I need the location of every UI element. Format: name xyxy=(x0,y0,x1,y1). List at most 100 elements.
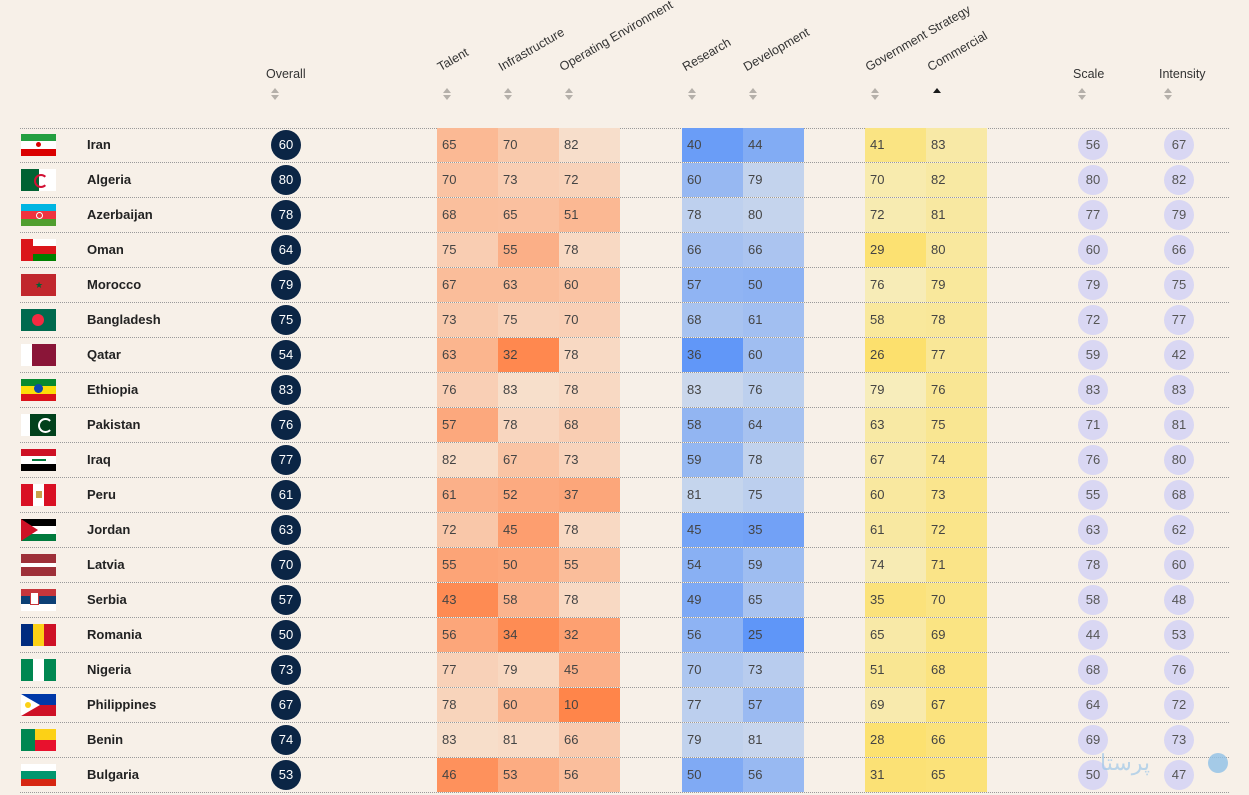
operating-score-cell: 55 xyxy=(559,548,620,582)
intensity-score-badge: 48 xyxy=(1164,585,1194,615)
table-row[interactable]: Iran 60 65 70 82 40 44 41 83 56 67 xyxy=(20,128,1229,163)
header-overall[interactable]: Overall xyxy=(266,67,306,81)
table-row[interactable]: ★ Morocco 79 67 63 60 57 50 76 79 79 75 xyxy=(20,268,1229,303)
country-name: Serbia xyxy=(87,592,127,607)
country-name: Bangladesh xyxy=(87,312,161,327)
talent-score-cell: 63 xyxy=(437,338,498,372)
sort-commercial-icon[interactable] xyxy=(933,88,943,100)
philippines-flag-icon xyxy=(21,694,56,716)
talent-score-cell: 57 xyxy=(437,408,498,442)
scale-score-badge: 77 xyxy=(1078,200,1108,230)
overall-score-badge: 54 xyxy=(271,340,301,370)
overall-score-badge: 67 xyxy=(271,690,301,720)
country-name: Bulgaria xyxy=(87,767,140,782)
talent-score-cell: 70 xyxy=(437,163,498,197)
scale-score-badge: 59 xyxy=(1078,340,1108,370)
overall-score-badge: 63 xyxy=(271,515,301,545)
header-research[interactable]: Research xyxy=(680,35,734,74)
table-row[interactable]: Iraq 77 82 67 73 59 78 67 74 76 80 xyxy=(20,443,1229,478)
table-row[interactable]: Ethiopia 83 76 83 78 83 76 79 76 83 83 xyxy=(20,373,1229,408)
gov-score-cell: 63 xyxy=(865,408,926,442)
gov-score-cell: 74 xyxy=(865,548,926,582)
table-row[interactable]: Oman 64 75 55 78 66 66 29 80 60 66 xyxy=(20,233,1229,268)
development-score-cell: 78 xyxy=(743,443,804,477)
oman-flag-icon xyxy=(21,239,56,261)
table-row[interactable]: Nigeria 73 77 79 45 70 73 51 68 68 76 xyxy=(20,653,1229,688)
header-government-strategy[interactable]: Government Strategy xyxy=(863,2,973,75)
sort-scale-icon[interactable] xyxy=(1078,88,1088,100)
country-name: Peru xyxy=(87,487,116,502)
sort-talent-icon[interactable] xyxy=(443,88,453,100)
intensity-score-badge: 67 xyxy=(1164,130,1194,160)
table-row[interactable]: Serbia 57 43 58 78 49 65 35 70 58 48 xyxy=(20,583,1229,618)
table-row[interactable]: Algeria 80 70 73 72 60 79 70 82 80 82 xyxy=(20,163,1229,198)
country-name: Benin xyxy=(87,732,124,747)
sort-infrastructure-icon[interactable] xyxy=(504,88,514,100)
commercial-score-cell: 78 xyxy=(926,303,987,337)
scale-score-badge: 68 xyxy=(1078,655,1108,685)
iran-flag-icon xyxy=(21,134,56,156)
development-score-cell: 44 xyxy=(743,128,804,162)
commercial-score-cell: 75 xyxy=(926,408,987,442)
sort-intensity-icon[interactable] xyxy=(1164,88,1174,100)
sort-research-icon[interactable] xyxy=(688,88,698,100)
gov-score-cell: 67 xyxy=(865,443,926,477)
gov-score-cell: 60 xyxy=(865,478,926,512)
sort-government-icon[interactable] xyxy=(871,88,881,100)
country-name: Ethiopia xyxy=(87,382,139,397)
ethiopia-flag-icon xyxy=(21,379,56,401)
commercial-score-cell: 70 xyxy=(926,583,987,617)
watermark-logo-icon xyxy=(1208,753,1228,773)
gov-score-cell: 76 xyxy=(865,268,926,302)
gov-score-cell: 35 xyxy=(865,583,926,617)
operating-score-cell: 37 xyxy=(559,478,620,512)
algeria-flag-icon xyxy=(21,169,56,191)
table-row[interactable]: Qatar 54 63 32 78 36 60 26 77 59 42 xyxy=(20,338,1229,373)
gov-score-cell: 29 xyxy=(865,233,926,267)
development-score-cell: 81 xyxy=(743,723,804,757)
research-score-cell: 81 xyxy=(682,478,743,512)
research-score-cell: 79 xyxy=(682,723,743,757)
intensity-score-badge: 73 xyxy=(1164,725,1194,755)
header-operating-environment[interactable]: Operating Environment xyxy=(557,0,676,75)
talent-score-cell: 72 xyxy=(437,513,498,547)
intensity-score-badge: 42 xyxy=(1164,340,1194,370)
sort-operating-icon[interactable] xyxy=(565,88,575,100)
scale-score-badge: 63 xyxy=(1078,515,1108,545)
table-row[interactable]: Bulgaria 53 46 53 56 50 56 31 65 50 47 xyxy=(20,758,1229,793)
research-score-cell: 36 xyxy=(682,338,743,372)
table-row[interactable]: Azerbaijan 78 68 65 51 78 80 72 81 77 79 xyxy=(20,198,1229,233)
development-score-cell: 59 xyxy=(743,548,804,582)
scale-score-badge: 58 xyxy=(1078,585,1108,615)
research-score-cell: 68 xyxy=(682,303,743,337)
development-score-cell: 60 xyxy=(743,338,804,372)
table-row[interactable]: Bangladesh 75 73 75 70 68 61 58 78 72 77 xyxy=(20,303,1229,338)
sort-overall-icon[interactable] xyxy=(271,88,281,100)
commercial-score-cell: 80 xyxy=(926,233,987,267)
header-talent[interactable]: Talent xyxy=(435,45,471,74)
table-row[interactable]: Philippines 67 78 60 10 77 57 69 67 64 72 xyxy=(20,688,1229,723)
operating-score-cell: 51 xyxy=(559,198,620,232)
header-infrastructure[interactable]: Infrastructure xyxy=(496,25,567,74)
operating-score-cell: 78 xyxy=(559,233,620,267)
research-score-cell: 77 xyxy=(682,688,743,722)
bulgaria-flag-icon xyxy=(21,764,56,786)
table-row[interactable]: Jordan 63 72 45 78 45 35 61 72 63 62 xyxy=(20,513,1229,548)
header-development[interactable]: Development xyxy=(741,25,812,74)
research-score-cell: 60 xyxy=(682,163,743,197)
intensity-score-badge: 60 xyxy=(1164,550,1194,580)
commercial-score-cell: 68 xyxy=(926,653,987,687)
talent-score-cell: 55 xyxy=(437,548,498,582)
table-row[interactable]: Benin 74 83 81 66 79 81 28 66 69 73 xyxy=(20,723,1229,758)
gov-score-cell: 31 xyxy=(865,758,926,792)
table-row[interactable]: Romania 50 56 34 32 56 25 65 69 44 53 xyxy=(20,618,1229,653)
table-row[interactable]: Peru 61 61 52 37 81 75 60 73 55 68 xyxy=(20,478,1229,513)
table-row[interactable]: Latvia 70 55 50 55 54 59 74 71 78 60 xyxy=(20,548,1229,583)
country-name: Jordan xyxy=(87,522,131,537)
table-row[interactable]: Pakistan 76 57 78 68 58 64 63 75 71 81 xyxy=(20,408,1229,443)
header-intensity[interactable]: Intensity xyxy=(1159,67,1206,81)
sort-development-icon[interactable] xyxy=(749,88,759,100)
talent-score-cell: 61 xyxy=(437,478,498,512)
header-scale[interactable]: Scale xyxy=(1073,67,1105,81)
commercial-score-cell: 81 xyxy=(926,198,987,232)
